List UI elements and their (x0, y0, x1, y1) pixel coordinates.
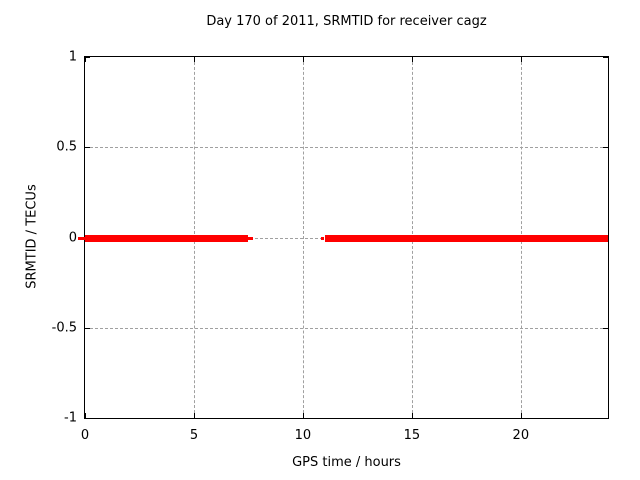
series-line-segment (324, 234, 608, 242)
x-tick-mark-bottom (411, 413, 413, 418)
x-tick-mark-top (193, 57, 195, 62)
x-tick-label: 0 (80, 428, 90, 443)
series-line-thin-cap (78, 236, 85, 240)
y-tick-mark-left (85, 57, 90, 58)
x-tick-mark-bottom (520, 413, 522, 418)
y-tick-mark-left (85, 418, 90, 419)
x-tick-mark-top (302, 57, 304, 62)
y-tick-label: -0.5 (51, 320, 77, 336)
gridline-horizontal (85, 327, 608, 329)
x-tick-label: 5 (189, 428, 199, 443)
y-tick-label: -1 (64, 410, 77, 426)
x-tick-mark-bottom (193, 413, 195, 418)
x-tick-mark-top (85, 57, 86, 62)
series-line-segment (85, 234, 249, 242)
x-tick-label: 10 (294, 428, 312, 443)
y-tick-mark-left (85, 327, 90, 329)
x-tick-mark-top (520, 57, 522, 62)
y-tick-label: 0 (68, 230, 77, 245)
x-tick-mark-top (411, 57, 413, 62)
plot-area: 0 5 10 15 20 -1 -0.5 0 0.5 1 (52, 50, 609, 443)
y-tick-mark-right (603, 418, 608, 419)
y-tick-mark-left (85, 147, 90, 149)
chart-title: Day 170 of 2011, SRMTID for receiver cag… (206, 14, 487, 29)
gridline-horizontal (85, 147, 608, 149)
x-tick-label: 15 (403, 428, 421, 443)
y-tick-label: 1 (68, 49, 77, 65)
x-axis-title: GPS time / hours (292, 455, 401, 470)
y-axis-title: SRMTID / TECUs (24, 184, 40, 289)
series-line-thin-cap (321, 236, 325, 240)
y-tick-mark-right (603, 57, 608, 58)
x-tick-mark-bottom (85, 413, 86, 418)
x-tick-mark-bottom (302, 413, 304, 418)
y-tick-mark-right (603, 147, 608, 149)
series-line-thin-cap (248, 236, 253, 240)
y-tick-mark-right (603, 327, 608, 329)
x-tick-label: 20 (512, 428, 530, 443)
y-tick-label: 0.5 (56, 139, 77, 155)
